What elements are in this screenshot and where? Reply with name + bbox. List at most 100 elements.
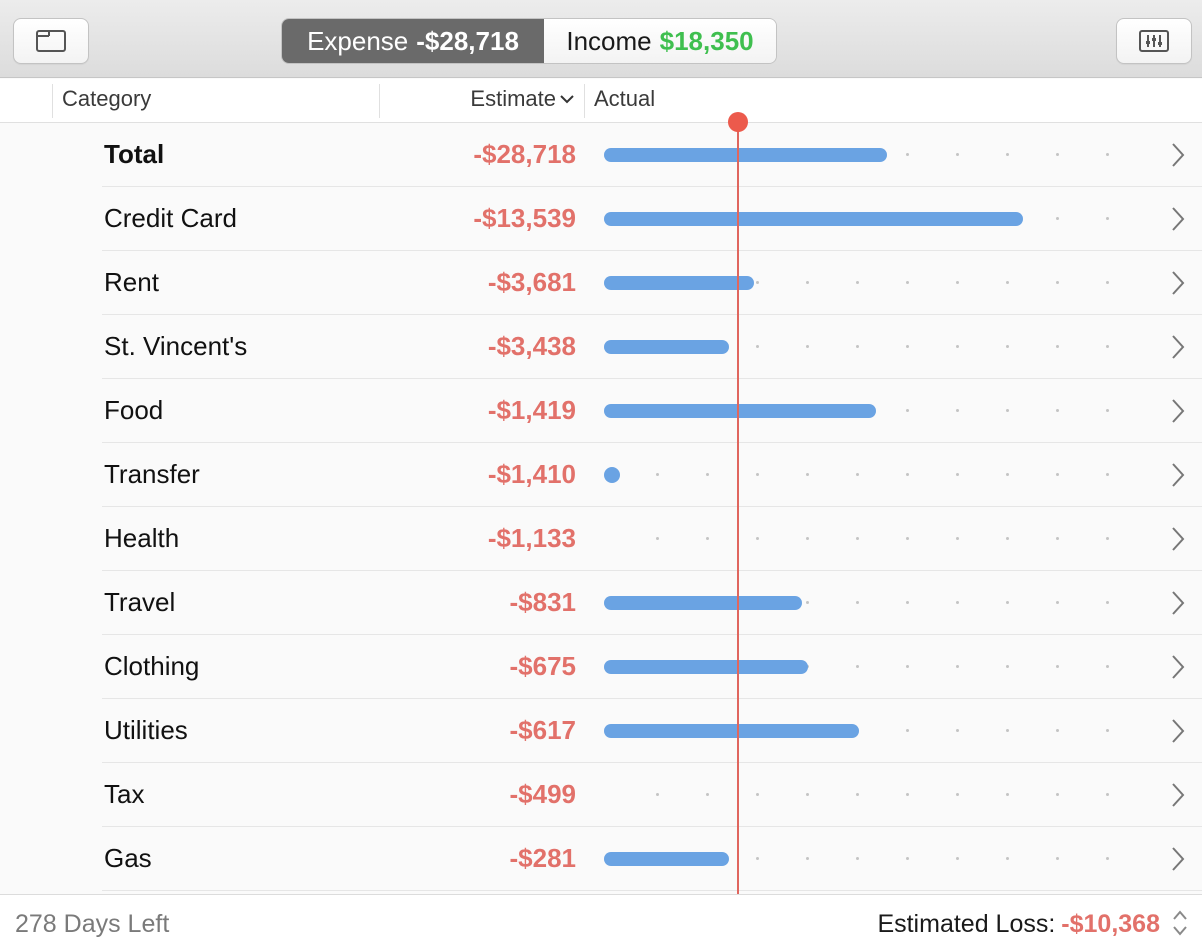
expense-total: -$28,718 [416,25,519,56]
chevron-right-icon[interactable] [1170,526,1186,552]
category-name: Rent [104,267,159,297]
row-separator [102,890,1202,891]
chevron-right-icon[interactable] [1170,718,1186,744]
row-separator [102,186,1202,187]
track-dot [1006,473,1009,476]
estimate-value: -$675 [509,651,577,681]
track-dot [1006,345,1009,348]
category-row[interactable]: Utilities -$617 [0,699,1202,763]
sliders-icon [1139,30,1169,52]
chevron-right-icon[interactable] [1170,846,1186,872]
income-label: Income [566,25,652,56]
expense-income-segmented-control: Expense -$28,718 Income $18,350 [281,18,777,64]
today-marker-handle[interactable] [728,112,748,132]
estimated-loss-value: -$10,368 [1061,910,1160,938]
track-dot [1006,281,1009,284]
chevron-right-icon[interactable] [1170,782,1186,808]
track-dot [1006,409,1009,412]
category-row[interactable]: Health -$1,133 [0,507,1202,571]
category-row[interactable]: Transfer -$1,410 [0,443,1202,507]
estimate-value: -$281 [509,843,577,873]
category-row[interactable]: St. Vincent's -$3,438 [0,315,1202,379]
chevron-right-icon[interactable] [1170,654,1186,680]
track-dot [1056,217,1059,220]
track-dot [956,665,959,668]
category-name: Tax [104,779,145,809]
column-header: Category Estimate Actual [0,79,1202,123]
category-name: Clothing [104,651,200,681]
category-column-header[interactable]: Category [62,86,152,111]
sidebar-toggle-button[interactable] [13,18,89,64]
column-divider [52,84,53,118]
track-dot [1006,153,1009,156]
track-dot [906,537,909,540]
track-dot [1056,601,1059,604]
estimate-value: -$3,438 [487,331,576,361]
category-row[interactable]: Tax -$499 [0,763,1202,827]
row-separator [102,506,1202,507]
expense-label: Expense [307,25,409,56]
track-dot [806,473,809,476]
category-name: Transfer [104,459,200,489]
chevron-right-icon[interactable] [1170,270,1186,296]
category-row[interactable]: Total -$28,718 [0,123,1202,187]
estimate-value: -$13,539 [473,203,576,233]
chevron-right-icon[interactable] [1170,462,1186,488]
track-dot [1056,857,1059,860]
track-dot [956,153,959,156]
track-dot [1106,217,1109,220]
track-dot [1106,857,1109,860]
adjustments-button[interactable] [1116,18,1192,64]
estimate-column-header[interactable]: Estimate [380,79,574,123]
track-dot [756,537,759,540]
track-dot [856,345,859,348]
track-dot [706,537,709,540]
track-dot [956,793,959,796]
estimate-header-label: Estimate [470,86,556,111]
category-row[interactable]: Travel -$831 [0,571,1202,635]
income-segment[interactable]: Income $18,350 [544,19,776,63]
actual-bar [604,276,754,290]
track-dot [856,281,859,284]
column-divider [379,84,380,118]
actual-bar [604,148,887,162]
category-row[interactable]: Gas -$281 [0,827,1202,891]
track-dot [856,601,859,604]
category-row[interactable]: Credit Card -$13,539 [0,187,1202,251]
sidebar-icon [36,30,66,52]
actual-bar [604,660,808,674]
category-name: Travel [104,587,176,617]
track-dot [1106,729,1109,732]
track-dot [1056,473,1059,476]
track-dot [956,345,959,348]
row-separator [102,442,1202,443]
track-dot [1056,345,1059,348]
track-dot [656,473,659,476]
track-dot [1106,281,1109,284]
actual-column-header[interactable]: Actual [594,86,656,111]
category-row[interactable]: Clothing -$675 [0,635,1202,699]
chevron-down-icon [560,95,574,104]
chevron-right-icon[interactable] [1170,334,1186,360]
track-dot [806,345,809,348]
estimate-value: -$3,681 [487,267,576,297]
category-row[interactable]: Food -$1,419 [0,379,1202,443]
chevron-right-icon[interactable] [1170,142,1186,168]
chevron-right-icon[interactable] [1170,206,1186,232]
track-dot [806,601,809,604]
row-separator [102,698,1202,699]
track-dot [1106,601,1109,604]
track-dot [1106,473,1109,476]
category-row[interactable]: Rent -$3,681 [0,251,1202,315]
column-divider [584,84,585,118]
actual-bar [604,404,876,418]
row-separator [102,762,1202,763]
chevron-right-icon[interactable] [1170,398,1186,424]
chevron-right-icon[interactable] [1170,590,1186,616]
income-total: $18,350 [659,25,754,56]
expense-segment[interactable]: Expense -$28,718 [282,19,544,63]
actual-bar [604,212,1023,226]
track-dot [756,473,759,476]
up-down-stepper-icon[interactable] [1172,908,1188,938]
track-dot [1056,537,1059,540]
